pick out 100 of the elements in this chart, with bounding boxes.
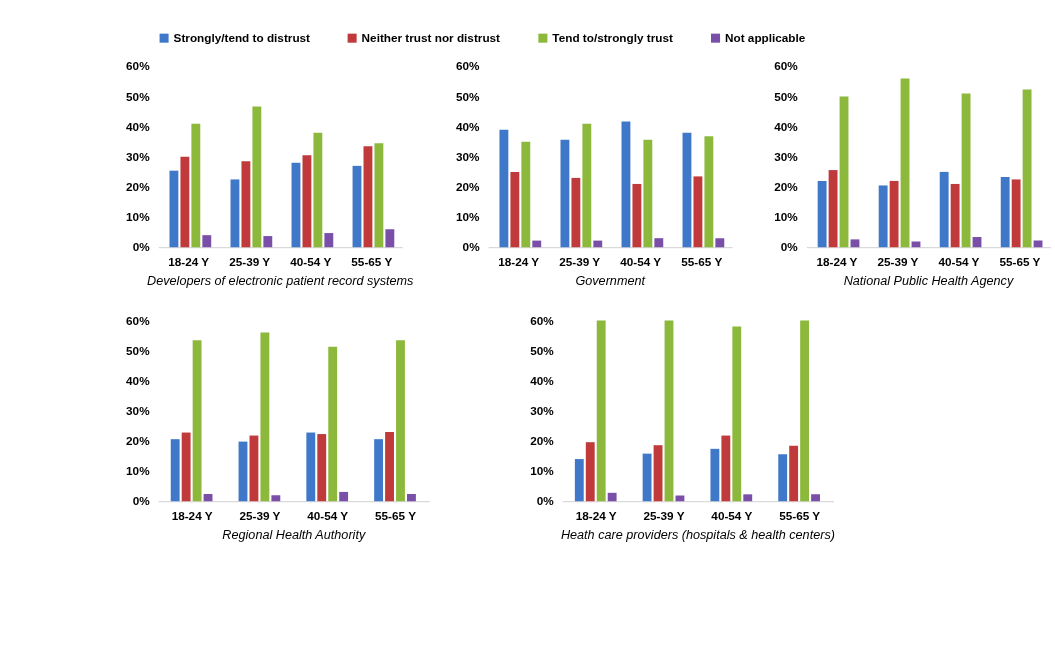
bar — [642, 453, 652, 502]
bar — [202, 235, 212, 248]
bar — [1011, 179, 1021, 248]
y-tick-label: 10% — [126, 210, 151, 224]
y-tick-label: 60% — [530, 313, 555, 327]
x-tick-label: 18-24 Y — [168, 254, 210, 268]
y-tick-label: 30% — [126, 403, 151, 417]
y-tick-label: 50% — [126, 343, 151, 357]
y-tick-label: 60% — [126, 313, 151, 327]
bar — [263, 236, 273, 248]
bar — [682, 132, 692, 248]
bar — [192, 340, 202, 502]
bar — [889, 180, 899, 248]
bar — [643, 139, 653, 248]
x-tick-label: 18-24 Y — [816, 254, 858, 268]
bar — [574, 459, 584, 502]
y-tick-label: 50% — [774, 89, 799, 103]
bar — [510, 171, 520, 248]
bar — [839, 96, 849, 248]
y-tick-label: 0% — [132, 494, 151, 508]
y-tick-label: 30% — [530, 403, 555, 417]
y-tick-label: 30% — [456, 149, 481, 163]
bar — [596, 320, 606, 502]
text: Heath care providers (hospitals & health centers) — [560, 528, 835, 543]
bar — [693, 176, 703, 248]
bar — [306, 432, 316, 502]
y-tick-label: 20% — [774, 180, 799, 194]
legend-label: Neither trust nor distrust — [361, 30, 501, 44]
y-tick-label: 10% — [774, 210, 799, 224]
x-tick-label: 55-65 Y — [779, 508, 821, 522]
x-tick-label: 40-54 Y — [620, 254, 662, 268]
x-tick-label: 25-39 Y — [229, 254, 271, 268]
bar — [169, 170, 179, 248]
y-tick-label: 60% — [774, 59, 799, 73]
bar — [878, 185, 888, 248]
y-tick-label: 40% — [456, 119, 481, 133]
bar — [778, 454, 788, 502]
bar — [363, 146, 373, 248]
y-tick-label: 20% — [126, 180, 151, 194]
x-tick-label: 25-39 Y — [877, 254, 919, 268]
bar — [302, 155, 312, 248]
y-tick-label: 0% — [536, 494, 555, 508]
y-tick-label: 30% — [126, 149, 151, 163]
bar — [181, 432, 191, 502]
bar — [900, 78, 910, 248]
bar — [828, 170, 838, 248]
y-tick-label: 20% — [456, 180, 481, 194]
bar — [1022, 89, 1032, 248]
bar — [654, 238, 664, 248]
bar — [632, 183, 642, 248]
bar — [800, 320, 810, 502]
bar — [170, 439, 180, 502]
bar — [352, 165, 362, 248]
y-tick-label: 40% — [126, 119, 151, 133]
bar — [911, 241, 921, 248]
bar — [743, 494, 753, 502]
bar — [621, 121, 631, 248]
y-tick-label: 60% — [126, 59, 151, 73]
y-tick-label: 40% — [530, 373, 555, 387]
y-tick-label: 30% — [774, 149, 799, 163]
x-tick-label: 55-65 Y — [999, 254, 1041, 268]
bar — [789, 445, 799, 502]
bar — [180, 156, 190, 248]
x-tick-label: 18-24 Y — [575, 508, 617, 522]
y-tick-label: 20% — [126, 434, 151, 448]
y-tick-label: 60% — [456, 59, 481, 73]
x-tick-label: 18-24 Y — [171, 508, 213, 522]
legend-label: Not applicable — [725, 30, 806, 44]
bar — [499, 129, 509, 248]
y-tick-label: 10% — [456, 210, 481, 224]
y-tick-label: 20% — [530, 434, 555, 448]
bar — [328, 346, 338, 502]
bar — [939, 171, 949, 248]
bar — [653, 445, 663, 502]
y-tick-label: 50% — [456, 89, 481, 103]
bar — [715, 238, 725, 248]
bar — [339, 491, 349, 502]
bar — [313, 132, 323, 248]
bar — [582, 123, 592, 248]
bar — [532, 240, 542, 248]
x-tick-label: 40-54 Y — [711, 508, 753, 522]
x-tick-label: 18-24 Y — [498, 254, 540, 268]
x-tick-label: 55-65 Y — [375, 508, 417, 522]
x-tick-label: 55-65 Y — [681, 254, 723, 268]
y-tick-label: 50% — [530, 343, 555, 357]
bar — [385, 431, 394, 502]
bar — [521, 141, 531, 248]
x-tick-label: 25-39 Y — [643, 508, 685, 522]
bar — [230, 179, 240, 248]
y-tick-label: 0% — [780, 240, 799, 254]
bar — [721, 435, 731, 502]
text: Regional Health Authority — [222, 528, 366, 543]
bar — [593, 240, 603, 248]
bar — [560, 139, 570, 248]
x-tick-label: 25-39 Y — [239, 508, 281, 522]
legend-label: Strongly/tend to distrust — [173, 30, 311, 44]
y-tick-label: 10% — [126, 464, 151, 478]
bar — [271, 495, 281, 502]
y-tick-label: 40% — [126, 373, 151, 387]
bar — [1000, 177, 1010, 248]
